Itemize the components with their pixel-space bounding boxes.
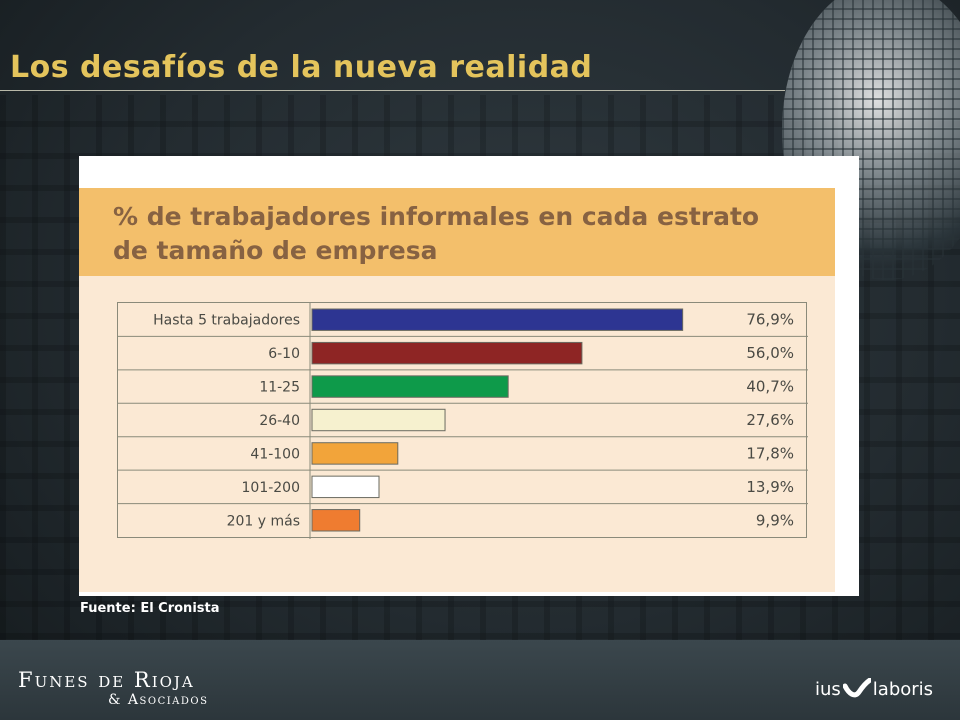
category-label: 41-100	[250, 446, 300, 462]
bar	[311, 442, 399, 465]
slide-title: Los desafíos de la nueva realidad	[10, 50, 593, 85]
title-divider	[0, 90, 785, 91]
value-label: 56,0%	[746, 344, 794, 362]
brand-subtitle: & Asociados	[108, 692, 209, 708]
partner-logo-right: laboris	[872, 678, 934, 700]
bar	[311, 509, 361, 532]
chart-panel: % de trabajadores informales en cada est…	[79, 156, 859, 596]
checkmark-icon	[842, 678, 871, 698]
bar	[311, 408, 446, 432]
bar	[311, 475, 380, 499]
bar	[311, 308, 684, 331]
bar	[311, 375, 509, 398]
chart-title-line-1: % de trabajadores informales en cada est…	[113, 202, 760, 231]
bar-chart: Hasta 5 trabajadores 76,9% 6-10 56,0% 11-25 4…	[118, 303, 808, 539]
chart-area: % de trabajadores informales en cada est…	[79, 188, 835, 592]
chart-header: % de trabajadores informales en cada est…	[79, 188, 835, 276]
category-label: 11-25	[259, 380, 300, 396]
chart-title-line-2: de tamaño de empresa	[113, 236, 438, 265]
bar	[311, 341, 583, 365]
value-label: 27,6%	[746, 411, 794, 429]
category-label: 6-10	[268, 346, 300, 362]
category-label: 201 y más	[227, 513, 300, 529]
value-label: 40,7%	[746, 378, 794, 396]
value-label: 76,9%	[746, 311, 794, 329]
globe-icon	[782, 0, 960, 280]
source-note: Fuente: El Cronista	[80, 601, 220, 616]
partner-logo: ius laboris	[815, 676, 933, 702]
category-label: Hasta 5 trabajadores	[153, 313, 300, 329]
footer-band	[0, 640, 960, 720]
partner-logo-left: ius	[815, 678, 841, 700]
value-label: 13,9%	[746, 478, 794, 496]
bar-chart-table: Hasta 5 trabajadores 76,9% 6-10 56,0% 11-25 4…	[117, 302, 808, 539]
value-label: 9,9%	[756, 511, 794, 529]
value-label: 17,8%	[746, 444, 794, 462]
category-label: 101-200	[242, 480, 301, 496]
brand-name: Funes de Rioja	[18, 668, 195, 692]
category-label: 26-40	[259, 413, 300, 429]
